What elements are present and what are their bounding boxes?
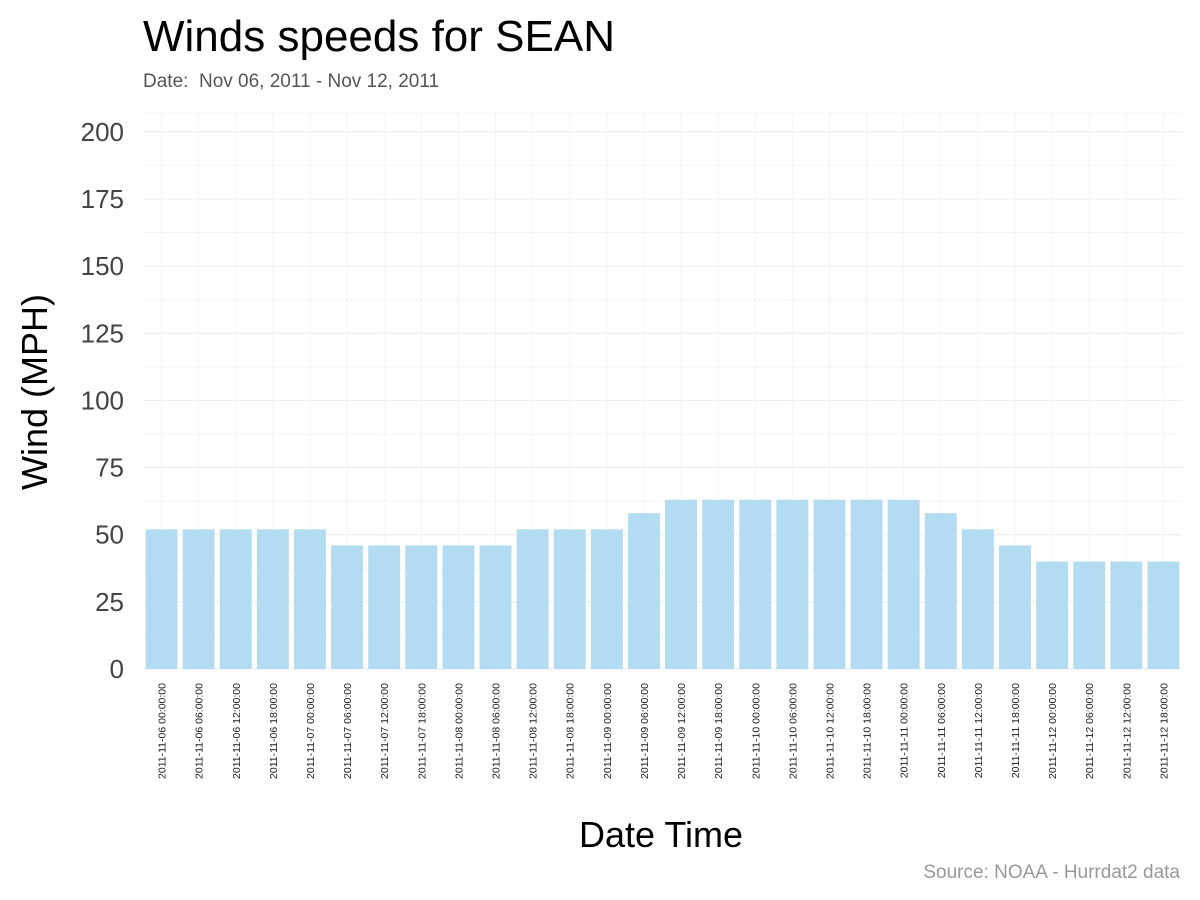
bar — [665, 499, 698, 669]
x-tick-label: 2011-11-09 00:00:00 — [602, 683, 614, 779]
x-tick-label: 2011-11-11 06:00:00 — [936, 683, 948, 778]
bar — [1147, 561, 1180, 669]
x-tick-label: 2011-11-12 06:00:00 — [1084, 683, 1096, 779]
y-tick-label: 125 — [81, 318, 124, 348]
x-tick-label: 2011-11-06 12:00:00 — [231, 683, 243, 779]
bar — [479, 545, 512, 669]
y-axis-ticks: 0 25 50 75 100 125 150 175 200 — [81, 117, 124, 684]
bar — [1110, 561, 1143, 669]
bar — [850, 499, 883, 669]
bar — [924, 513, 957, 669]
x-tick-label: 2011-11-10 18:00:00 — [862, 683, 874, 779]
chart-subtitle: Date: Nov 06, 2011 - Nov 12, 2011 — [143, 71, 440, 92]
bar — [368, 545, 401, 669]
x-tick-label: 2011-11-07 00:00:00 — [305, 683, 317, 779]
bar — [702, 499, 735, 669]
x-tick-label: 2011-11-08 12:00:00 — [528, 683, 540, 779]
bar — [961, 529, 994, 669]
bar — [887, 499, 920, 669]
y-tick-label: 25 — [95, 587, 124, 617]
bar — [516, 529, 549, 669]
x-tick-label: 2011-11-06 18:00:00 — [268, 683, 280, 779]
x-tick-label: 2011-11-09 18:00:00 — [713, 683, 725, 779]
x-tick-label: 2011-11-07 06:00:00 — [342, 683, 354, 779]
x-tick-label: 2011-11-08 00:00:00 — [453, 683, 465, 779]
x-tick-label: 2011-11-12 18:00:00 — [1158, 683, 1170, 779]
bar — [553, 529, 586, 669]
y-axis-title: Wind (MPH) — [14, 294, 55, 490]
x-tick-label: 2011-11-11 18:00:00 — [1010, 683, 1022, 778]
y-tick-label: 50 — [95, 520, 124, 550]
x-axis-ticks: 2011-11-06 00:00:00 2011-11-06 06:00:00 20… — [157, 683, 1171, 779]
x-axis-title: Date Time — [579, 814, 743, 855]
x-tick-label: 2011-11-08 18:00:00 — [565, 683, 577, 779]
bar — [405, 545, 438, 669]
y-tick-label: 150 — [81, 251, 124, 281]
bar — [219, 529, 252, 669]
x-tick-label: 2011-11-12 00:00:00 — [1047, 683, 1059, 779]
bar — [813, 499, 846, 669]
bar — [999, 545, 1031, 669]
y-tick-label: 100 — [81, 385, 124, 415]
x-tick-label: 2011-11-11 00:00:00 — [899, 683, 911, 778]
chart-source: Source: NOAA - Hurrdat2 data — [923, 862, 1180, 883]
y-tick-label: 0 — [110, 654, 124, 684]
bar — [776, 499, 809, 669]
x-tick-label: 2011-11-07 12:00:00 — [379, 683, 391, 779]
x-tick-label: 2011-11-09 06:00:00 — [639, 683, 651, 779]
x-tick-label: 2011-11-09 12:00:00 — [676, 683, 688, 779]
y-tick-label: 200 — [81, 117, 124, 147]
x-tick-label: 2011-11-10 12:00:00 — [824, 683, 836, 779]
bar — [590, 529, 623, 669]
x-tick-label: 2011-11-06 06:00:00 — [194, 683, 206, 779]
x-tick-label: 2011-11-10 00:00:00 — [750, 683, 762, 779]
x-tick-label: 2011-11-06 00:00:00 — [157, 683, 169, 779]
bar — [442, 545, 475, 669]
bar — [739, 499, 772, 669]
bar — [145, 529, 178, 669]
bar — [1073, 561, 1106, 669]
bar — [294, 529, 326, 669]
x-tick-label: 2011-11-12 12:00:00 — [1121, 683, 1133, 779]
chart-title: Winds speeds for SEAN — [143, 12, 615, 61]
x-tick-label: 2011-11-11 12:00:00 — [973, 683, 985, 778]
bar — [331, 545, 364, 669]
bar — [627, 513, 660, 669]
bar — [182, 529, 215, 669]
x-tick-label: 2011-11-07 18:00:00 — [416, 683, 428, 779]
bar — [256, 529, 289, 669]
y-tick-label: 75 — [95, 453, 124, 483]
x-tick-label: 2011-11-10 06:00:00 — [787, 683, 799, 779]
y-tick-label: 175 — [81, 184, 124, 214]
x-tick-label: 2011-11-08 06:00:00 — [491, 683, 503, 779]
bar — [1036, 561, 1069, 669]
bars — [145, 499, 1180, 669]
